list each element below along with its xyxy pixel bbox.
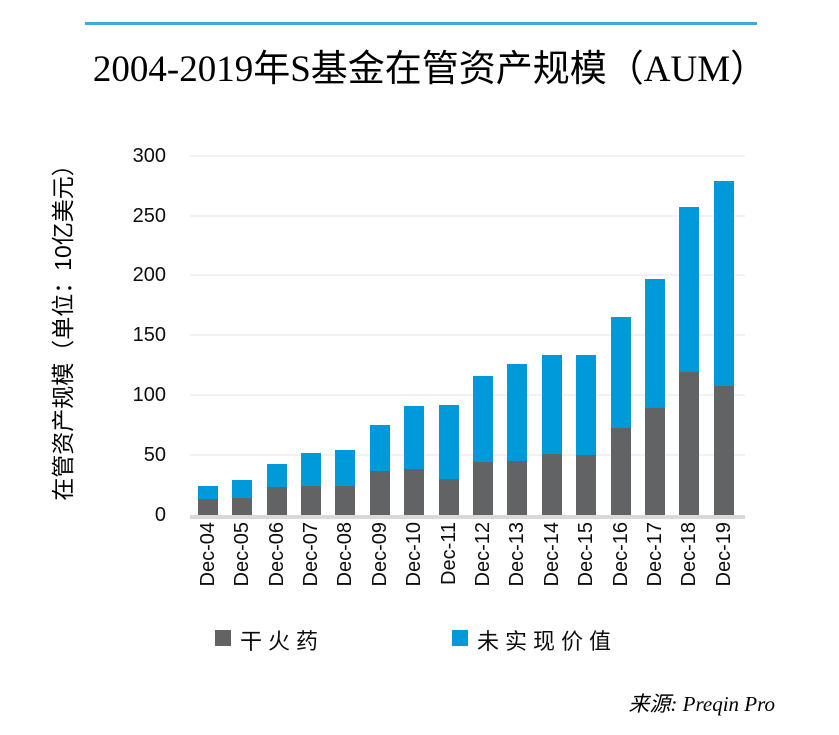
bar-segment-unrealized-value: [576, 354, 597, 456]
bar-segment-unrealized-value: [541, 354, 562, 454]
bar-segment-dry-powder: [300, 486, 321, 515]
y-tick-label: 200: [132, 264, 166, 287]
bar-segment-unrealized-value: [335, 450, 356, 487]
bar-segment-unrealized-value: [507, 364, 528, 462]
bar-segment-dry-powder: [576, 455, 597, 515]
gridline: [190, 154, 745, 157]
bar-segment-unrealized-value: [644, 279, 665, 409]
x-tick-label: Dec-19: [712, 522, 735, 587]
bar-segment-unrealized-value: [197, 486, 218, 500]
bar-segment-dry-powder: [679, 372, 700, 515]
accent-rule: [85, 22, 757, 25]
y-tick-label: 300: [132, 144, 166, 167]
x-tick-label: Dec-18: [678, 522, 701, 587]
bar-segment-dry-powder: [472, 462, 493, 515]
bar-segment-dry-powder: [197, 499, 218, 515]
bar-segment-dry-powder: [644, 408, 665, 515]
gridline: [190, 214, 745, 217]
legend-label-unrealized-value: 未实现价值: [477, 629, 618, 654]
source-credit: 来源: Preqin Pro: [628, 692, 775, 716]
bar-segment-dry-powder: [266, 487, 287, 515]
y-tick-label: 250: [132, 204, 166, 227]
bar-segment-unrealized-value: [369, 425, 390, 471]
bar-segment-unrealized-value: [232, 480, 253, 499]
x-tick-label: Dec-08: [334, 522, 357, 587]
legend-swatch-dry-powder: [215, 630, 231, 646]
bar-segment-unrealized-value: [713, 180, 734, 386]
bar-segment-unrealized-value: [266, 463, 287, 488]
x-tick-label: Dec-15: [575, 522, 598, 587]
gridline: [190, 334, 745, 337]
bar-segment-dry-powder: [335, 486, 356, 515]
x-tick-label: Dec-12: [471, 522, 494, 587]
x-tick-label: Dec-16: [609, 522, 632, 587]
y-tick-label: 50: [143, 444, 166, 467]
x-tick-label: Dec-10: [403, 522, 426, 587]
x-tick-label: Dec-05: [231, 522, 254, 587]
x-tick-label: Dec-07: [299, 522, 322, 587]
bar-segment-dry-powder: [713, 385, 734, 515]
y-tick-label: 100: [132, 384, 166, 407]
x-tick-label: Dec-17: [643, 522, 666, 587]
legend-swatch-unrealized-value: [452, 630, 468, 646]
bar-segment-unrealized-value: [610, 317, 631, 428]
x-tick-label: Dec-13: [506, 522, 529, 587]
x-tick-label: Dec-11: [437, 522, 460, 585]
bar-segment-unrealized-value: [679, 207, 700, 373]
bar-segment-dry-powder: [404, 469, 425, 515]
gridline: [190, 394, 745, 397]
y-tick-label: 0: [154, 504, 166, 526]
bar-segment-dry-powder: [541, 453, 562, 515]
x-tick-label: Dec-14: [540, 522, 563, 587]
bar-segment-dry-powder: [438, 479, 459, 515]
y-axis-title: 在管资产规模（单位：10亿美元）: [50, 153, 76, 501]
x-axis-baseline: [190, 515, 745, 519]
bar-segment-unrealized-value: [472, 376, 493, 463]
legend-label-dry-powder: 干火药: [240, 629, 325, 654]
chart-title: 2004-2019年S基金在管资产规模（AUM）: [92, 49, 768, 90]
bar-segment-dry-powder: [507, 461, 528, 515]
x-tick-label: Dec-09: [368, 522, 391, 587]
gridline: [190, 454, 745, 457]
gridline: [190, 274, 745, 277]
bar-segment-unrealized-value: [438, 404, 459, 480]
bar-segment-dry-powder: [369, 470, 390, 515]
y-tick-label: 150: [132, 324, 166, 347]
bar-segment-dry-powder: [232, 498, 253, 515]
bar-segment-unrealized-value: [404, 406, 425, 470]
x-tick-label: Dec-04: [196, 522, 219, 587]
bar-segment-dry-powder: [610, 427, 631, 515]
bar-segment-unrealized-value: [300, 452, 321, 487]
x-tick-label: Dec-06: [265, 522, 288, 587]
